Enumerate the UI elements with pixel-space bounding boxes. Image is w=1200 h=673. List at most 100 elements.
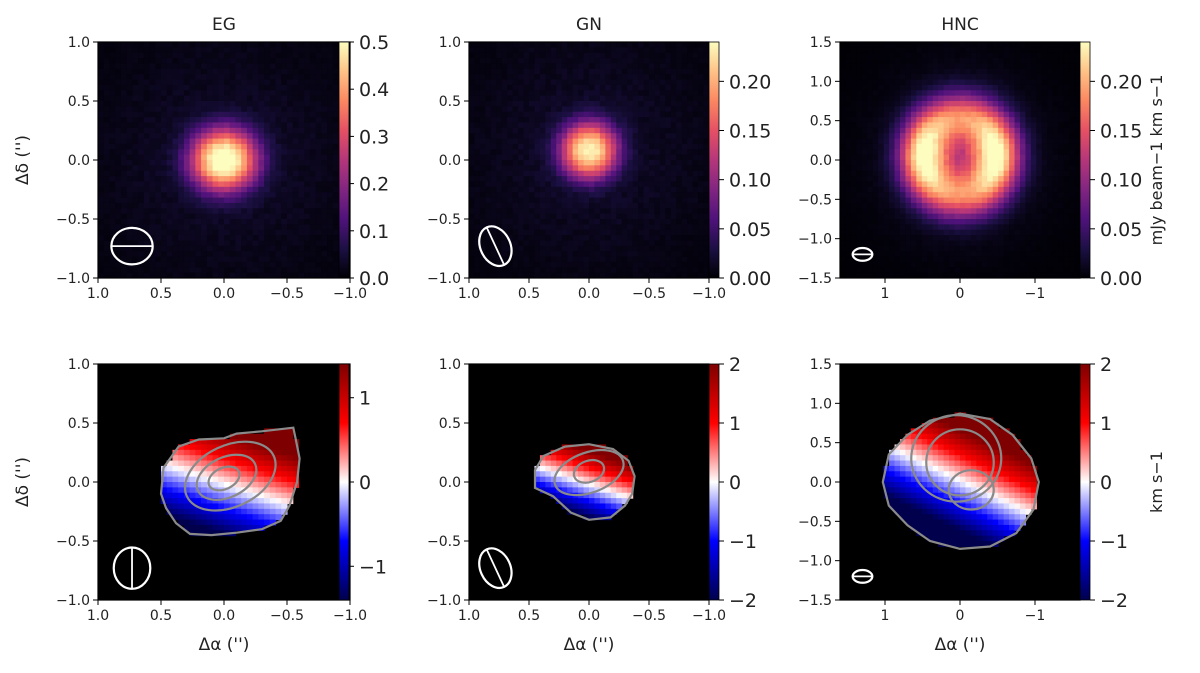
pixel bbox=[900, 229, 907, 236]
pixel bbox=[943, 68, 950, 75]
pixel bbox=[126, 63, 133, 70]
pixel bbox=[235, 133, 242, 140]
pixel bbox=[676, 176, 683, 183]
pixel bbox=[921, 101, 928, 107]
pixel bbox=[965, 63, 972, 70]
pixel bbox=[883, 127, 890, 134]
pixel bbox=[894, 63, 901, 70]
x-tick-label: 0.0 bbox=[213, 286, 235, 302]
pixel bbox=[949, 149, 956, 156]
pixel bbox=[246, 181, 254, 188]
pixel bbox=[954, 143, 961, 150]
pixel bbox=[485, 127, 492, 134]
pixel bbox=[665, 133, 672, 140]
pixel bbox=[275, 111, 282, 118]
pixel bbox=[292, 224, 300, 231]
pixel bbox=[676, 235, 683, 242]
pixel bbox=[539, 186, 546, 193]
pixel bbox=[132, 101, 139, 107]
pixel bbox=[206, 84, 214, 91]
pixel bbox=[518, 224, 525, 231]
pixel bbox=[954, 165, 961, 172]
pixel bbox=[954, 74, 961, 81]
pixel bbox=[161, 192, 168, 199]
pixel bbox=[201, 122, 208, 129]
pixel bbox=[281, 127, 288, 134]
pixel bbox=[954, 240, 961, 247]
pixel bbox=[143, 101, 151, 107]
pixel bbox=[654, 267, 661, 274]
pixel bbox=[949, 272, 956, 278]
pixel bbox=[872, 261, 879, 268]
pixel bbox=[115, 186, 122, 193]
pixel bbox=[161, 101, 168, 107]
pixel bbox=[501, 267, 508, 274]
pixel bbox=[889, 111, 896, 118]
pixel bbox=[840, 74, 847, 81]
pixel bbox=[654, 154, 661, 161]
pixel bbox=[872, 63, 879, 70]
pixel bbox=[275, 235, 282, 242]
pixel bbox=[649, 160, 656, 166]
pixel bbox=[103, 127, 111, 134]
pixel bbox=[910, 95, 917, 102]
pixel bbox=[599, 84, 606, 91]
pixel bbox=[269, 224, 277, 231]
pixel bbox=[189, 90, 196, 97]
pixel bbox=[155, 240, 162, 247]
pixel bbox=[921, 154, 928, 161]
pixel bbox=[98, 224, 105, 231]
pixel bbox=[321, 213, 328, 220]
pixel bbox=[932, 192, 939, 199]
pixel bbox=[610, 219, 617, 225]
pixel bbox=[692, 267, 699, 274]
pixel bbox=[589, 192, 596, 199]
pixel bbox=[252, 101, 259, 107]
pixel bbox=[545, 245, 552, 252]
pixel bbox=[539, 213, 546, 220]
pixel bbox=[206, 213, 214, 220]
pixel bbox=[850, 143, 857, 150]
pixel bbox=[501, 90, 508, 97]
pixel bbox=[610, 101, 617, 107]
pixel bbox=[889, 122, 896, 129]
pixel bbox=[201, 245, 208, 252]
pixel bbox=[627, 133, 634, 140]
pixel bbox=[287, 101, 294, 107]
pixel bbox=[235, 251, 242, 258]
pixel bbox=[304, 272, 311, 278]
pixel bbox=[927, 235, 934, 242]
pixel bbox=[512, 235, 519, 242]
pixel bbox=[490, 101, 497, 107]
pixel bbox=[501, 42, 508, 48]
pixel bbox=[649, 101, 656, 107]
pixel bbox=[534, 176, 541, 183]
pixel bbox=[627, 229, 634, 236]
pixel bbox=[496, 245, 503, 252]
pixel bbox=[155, 95, 162, 102]
pixel bbox=[578, 149, 585, 156]
pixel bbox=[224, 245, 231, 252]
pixel bbox=[665, 272, 672, 278]
pixel bbox=[545, 84, 552, 91]
pixel bbox=[166, 229, 174, 236]
pixel bbox=[229, 63, 237, 70]
pixel bbox=[229, 181, 237, 188]
pixel bbox=[518, 63, 525, 70]
pixel bbox=[900, 245, 907, 252]
pixel bbox=[201, 111, 208, 118]
pixel bbox=[496, 181, 503, 188]
pixel bbox=[189, 84, 196, 91]
pixel bbox=[138, 261, 145, 268]
pixel bbox=[183, 117, 191, 124]
pixel bbox=[900, 63, 907, 70]
pixel bbox=[556, 117, 563, 124]
pixel bbox=[561, 143, 568, 150]
pixel bbox=[599, 117, 606, 124]
pixel bbox=[550, 117, 557, 124]
pixel bbox=[960, 133, 967, 140]
pixel bbox=[507, 106, 514, 113]
pixel bbox=[518, 106, 525, 113]
pixel bbox=[512, 111, 519, 118]
pixel bbox=[172, 256, 179, 263]
